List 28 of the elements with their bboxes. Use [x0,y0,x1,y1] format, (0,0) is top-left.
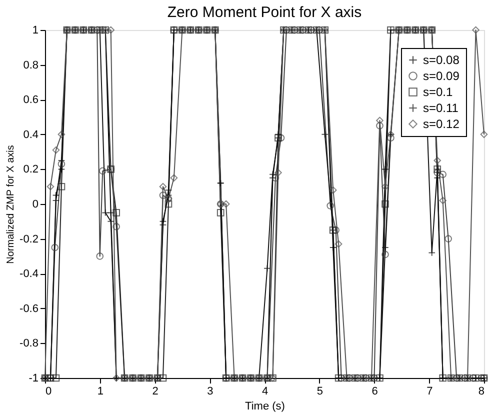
chart-title: Zero Moment Point for X axis [167,4,362,21]
x-tick-label: 4 [262,386,268,398]
y-tick-label: 0.8 [23,59,38,72]
legend-label: s=0.08 [423,53,460,67]
x-axis-title: Time (s) [245,400,285,412]
y-tick-label: -0.4 [20,268,38,280]
y-tick-label: -0.2 [20,233,38,246]
legend-label: s=0.1 [423,85,454,99]
x-tick-label: 3 [207,386,214,398]
y-tick-label: 0 [32,198,38,210]
x-tick-label: 5 [316,386,323,398]
y-tick-label: -0.8 [20,338,38,350]
x-tick-label: 6 [372,386,378,398]
x-tick-label: 1 [97,386,104,398]
y-tick-label: 0.4 [23,128,38,141]
y-tick-label: 1 [32,24,38,36]
y-tick-label: 0.2 [23,164,38,176]
y-tick-label: -1 [28,372,38,384]
legend-label: s=0.12 [423,117,460,131]
y-tick-label: 0.6 [23,94,38,106]
y-tick-label: -0.6 [20,302,38,315]
legend-label: s=0.09 [423,69,460,83]
x-tick-label: 0 [46,386,52,398]
x-tick-label: 8 [478,386,484,398]
x-tick-label: 2 [152,386,158,398]
legend-label: s=0.11 [423,101,459,115]
y-axis-title: Normalized ZMP for X axis [6,145,17,264]
x-tick-label: 7 [426,386,433,398]
